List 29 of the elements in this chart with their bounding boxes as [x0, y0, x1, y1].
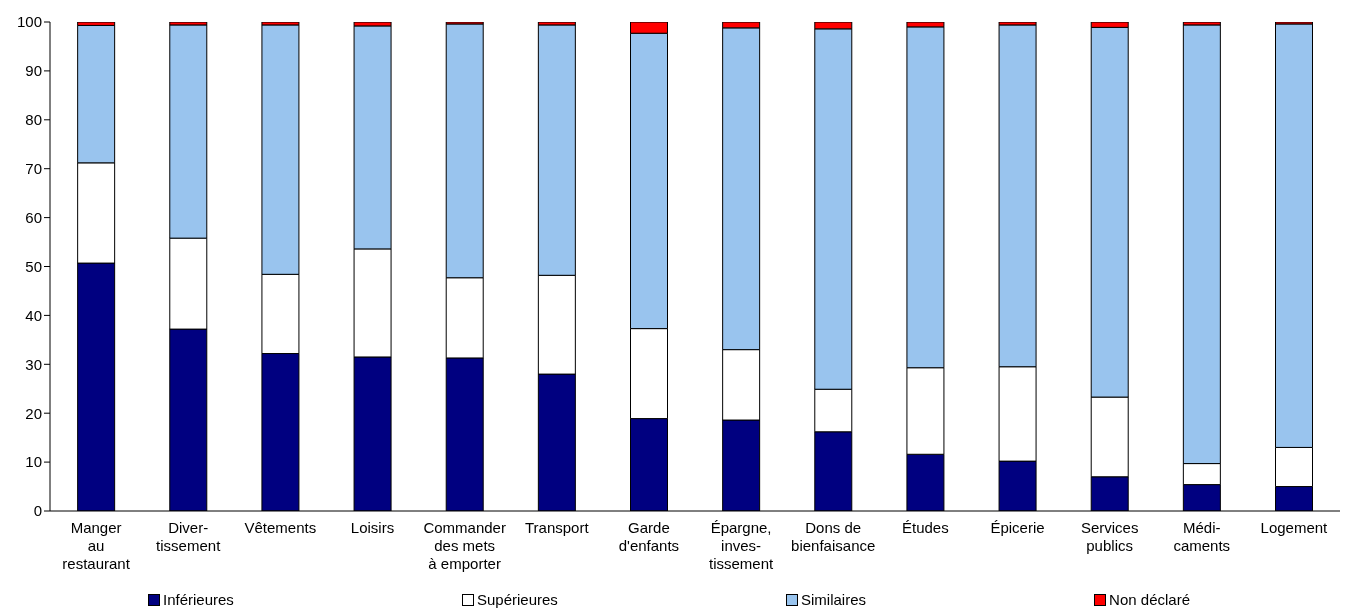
- x-tick-label: Transport: [524, 519, 590, 536]
- x-tick-label: Commander des mets à emporter: [423, 519, 506, 572]
- y-tick-label: 0: [33, 502, 42, 520]
- x-tick-label: Dons de bienfaisance: [791, 519, 876, 554]
- legend-label: Supérieures: [476, 591, 558, 608]
- legend-label: Inférieures: [162, 591, 234, 608]
- y-tick-label: 30: [25, 355, 42, 373]
- x-tick-label: Logement: [1260, 519, 1329, 536]
- y-tick-label: 70: [25, 160, 42, 178]
- x-tick-label: Diver- tissement: [156, 519, 222, 554]
- x-tick-label: Manger au restaurant: [62, 519, 131, 572]
- x-tick-label: Médi- caments: [1173, 519, 1231, 554]
- y-tick-label: 80: [25, 111, 42, 129]
- y-tick-label: 50: [25, 257, 42, 275]
- legend-label: Similaires: [800, 591, 866, 608]
- legend-label: Non déclaré: [1108, 591, 1190, 608]
- x-tick-label: Épargne, inves- tissement: [708, 519, 774, 572]
- y-tick-label: 10: [25, 453, 42, 471]
- x-tick-label: Vêtements: [244, 519, 317, 536]
- x-tick-label: Loisirs: [350, 519, 395, 536]
- y-tick-label: 60: [25, 208, 42, 226]
- x-tick-label: Garde d'enfants: [618, 519, 680, 554]
- y-tick-label: 100: [16, 13, 42, 31]
- x-tick-label: Études: [902, 519, 949, 536]
- x-tick-label: Épicerie: [990, 519, 1045, 536]
- y-tick-label: 90: [25, 62, 42, 80]
- y-tick-label: 40: [25, 306, 42, 324]
- y-tick-label: 20: [25, 404, 42, 422]
- x-tick-label: Services publics: [1080, 519, 1139, 554]
